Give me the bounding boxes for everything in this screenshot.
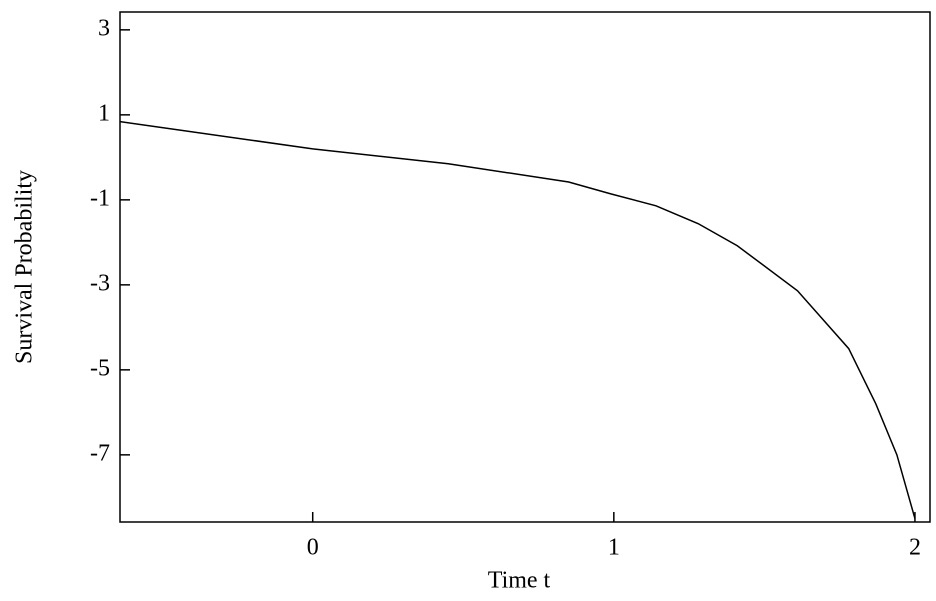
y-tick-label: 3 (98, 15, 110, 41)
series-line (120, 122, 915, 519)
y-tick-label: -1 (90, 185, 110, 211)
plot-frame (120, 12, 930, 522)
y-tick-label: -3 (90, 270, 110, 296)
x-axis-label: Time t (488, 568, 551, 594)
y-tick-label: -5 (90, 355, 110, 381)
page: Time t Survival Probability 3 1 -1 -3 -5 -7 0 1… (0, 0, 936, 601)
x-tick-label: 0 (307, 535, 319, 561)
y-tick-label: -7 (90, 440, 110, 466)
x-tick-label: 1 (608, 535, 620, 561)
chart: Time t Survival Probability 3 1 -1 -3 -5 -7 0 1… (0, 0, 936, 601)
x-tick-label: 2 (909, 535, 921, 561)
y-tick-label: 1 (98, 100, 110, 126)
y-axis-label: Survival Probability (12, 170, 38, 364)
